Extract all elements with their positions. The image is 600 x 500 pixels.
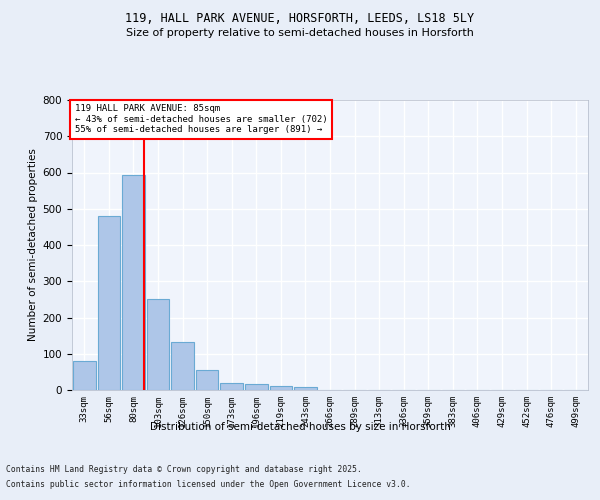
Bar xyxy=(245,384,268,390)
Bar xyxy=(73,361,95,390)
Bar xyxy=(122,176,145,390)
Y-axis label: Number of semi-detached properties: Number of semi-detached properties xyxy=(28,148,38,342)
Bar xyxy=(269,386,292,390)
Text: Size of property relative to semi-detached houses in Horsforth: Size of property relative to semi-detach… xyxy=(126,28,474,38)
Bar xyxy=(294,387,317,390)
Text: Contains HM Land Registry data © Crown copyright and database right 2025.: Contains HM Land Registry data © Crown c… xyxy=(6,465,362,474)
Bar xyxy=(220,383,243,390)
Bar xyxy=(196,370,218,390)
Text: Contains public sector information licensed under the Open Government Licence v3: Contains public sector information licen… xyxy=(6,480,410,489)
Bar xyxy=(171,342,194,390)
Text: 119, HALL PARK AVENUE, HORSFORTH, LEEDS, LS18 5LY: 119, HALL PARK AVENUE, HORSFORTH, LEEDS,… xyxy=(125,12,475,26)
Bar xyxy=(146,300,169,390)
Bar xyxy=(98,216,120,390)
Text: 119 HALL PARK AVENUE: 85sqm
← 43% of semi-detached houses are smaller (702)
55% : 119 HALL PARK AVENUE: 85sqm ← 43% of sem… xyxy=(74,104,327,134)
Text: Distribution of semi-detached houses by size in Horsforth: Distribution of semi-detached houses by … xyxy=(149,422,451,432)
